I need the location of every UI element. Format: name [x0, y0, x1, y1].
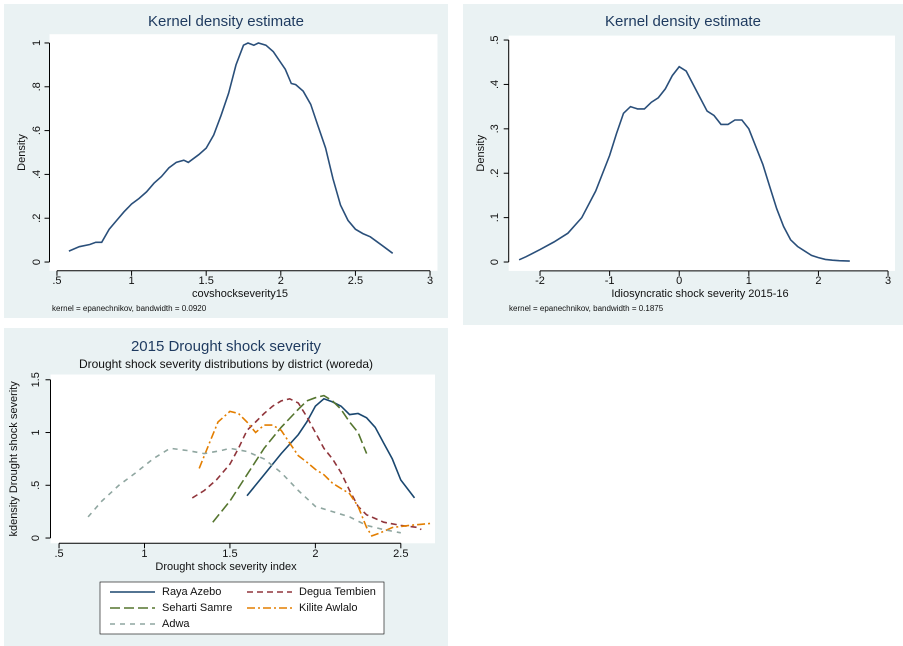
- line: [518, 65, 850, 262]
- y-axis-label: kdensity Drought shock severity: [8, 381, 20, 537]
- x-tick-label: 2: [815, 275, 821, 287]
- y-tick-label: .4: [31, 170, 43, 179]
- y-tick-label: .2: [489, 169, 501, 178]
- legend-label: Adwa: [162, 618, 190, 630]
- line: [191, 397, 422, 531]
- y-tick-label: 1.5: [30, 372, 42, 387]
- y-tick-label: .4: [489, 80, 501, 89]
- note: kernel = epanechnikov, bandwidth = 0.092…: [52, 304, 207, 313]
- y-tick-label: .5: [30, 481, 42, 490]
- plot-area: [50, 374, 435, 544]
- x-tick-label: 2.5: [393, 548, 408, 560]
- note: kernel = epanechnikov, bandwidth = 0.187…: [509, 304, 664, 313]
- y-axis-label: Density: [16, 134, 28, 171]
- x-tick-label: 1: [746, 275, 752, 287]
- legend-label: Raya Azebo: [162, 586, 221, 598]
- y-tick-label: .5: [489, 35, 501, 44]
- chart-title: Kernel density estimate: [148, 13, 304, 30]
- y-tick-label: .8: [31, 82, 43, 91]
- chart-subtitle: Drought shock severity distributions by …: [79, 357, 373, 371]
- y-tick-label: .3: [489, 124, 501, 133]
- y-tick-label: .1: [489, 213, 501, 222]
- x-tick-label: .5: [52, 275, 61, 287]
- line: [198, 410, 432, 537]
- x-tick-label: 1: [129, 275, 135, 287]
- y-tick-label: 1: [30, 429, 42, 435]
- legend-label: Degua Tembien: [299, 586, 376, 598]
- x-tick-label: 2: [278, 275, 284, 287]
- y-axis-label: Density: [475, 134, 487, 171]
- y-tick-label: 0: [30, 535, 42, 541]
- x-tick-label: -1: [605, 275, 615, 287]
- plot-area: [49, 34, 438, 271]
- x-tick-label: 0: [676, 275, 682, 287]
- y-tick-label: .2: [31, 214, 43, 223]
- chart-title: 2015 Drought shock severity: [131, 338, 322, 355]
- x-tick-label: 1.5: [222, 548, 237, 560]
- x-axis-label: Drought shock severity index: [155, 561, 297, 573]
- plot-area: [508, 35, 895, 271]
- x-tick-label: 3: [885, 275, 891, 287]
- x-tick-label: 2.5: [348, 275, 363, 287]
- x-tick-label: 1.5: [199, 275, 214, 287]
- y-tick-label: 0: [31, 259, 43, 265]
- legend-label: Seharti Samre: [162, 602, 232, 614]
- x-tick-label: -2: [535, 275, 545, 287]
- line: [68, 42, 394, 254]
- x-tick-label: 1: [141, 548, 147, 560]
- x-tick-label: 3: [427, 275, 433, 287]
- y-tick-label: .6: [31, 126, 43, 135]
- legend-label: Kilite Awlalo: [299, 602, 358, 614]
- x-axis-label: covshockseverity15: [192, 288, 288, 300]
- x-axis-label: Idiosyncratic shock severity 2015-16: [611, 288, 788, 300]
- chart-title: Kernel density estimate: [605, 13, 761, 30]
- line: [212, 394, 368, 523]
- y-tick-label: 1: [31, 40, 43, 46]
- x-tick-label: .5: [54, 548, 63, 560]
- x-tick-label: 2: [312, 548, 318, 560]
- y-tick-label: 0: [489, 259, 501, 265]
- line: [246, 397, 416, 499]
